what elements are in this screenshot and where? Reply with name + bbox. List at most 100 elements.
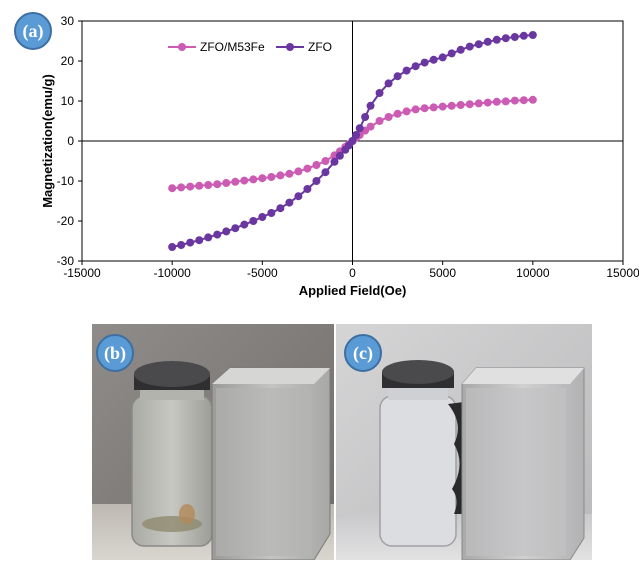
data-point bbox=[492, 35, 501, 44]
data-point bbox=[510, 96, 519, 105]
data-point bbox=[285, 169, 294, 178]
data-point bbox=[177, 183, 186, 192]
data-point bbox=[483, 98, 492, 107]
data-point bbox=[204, 233, 213, 242]
data-point bbox=[375, 117, 384, 125]
x-tick-label: -10000 bbox=[153, 266, 191, 280]
data-point bbox=[375, 89, 384, 97]
data-point bbox=[420, 104, 429, 113]
data-point bbox=[438, 53, 447, 62]
y-tick-label: -30 bbox=[57, 254, 75, 268]
data-point bbox=[402, 66, 411, 75]
data-point bbox=[411, 105, 420, 114]
data-point bbox=[204, 181, 213, 189]
data-point bbox=[186, 238, 195, 247]
data-point bbox=[294, 192, 303, 201]
data-point bbox=[267, 209, 276, 217]
data-point bbox=[393, 109, 402, 118]
data-point bbox=[501, 34, 510, 43]
x-tick-label: 10000 bbox=[516, 266, 550, 280]
data-point bbox=[519, 31, 528, 40]
data-point bbox=[258, 174, 267, 183]
data-point bbox=[456, 45, 465, 54]
data-point bbox=[429, 103, 438, 112]
x-axis-title: Applied Field(Oe) bbox=[299, 283, 407, 298]
data-point bbox=[474, 40, 483, 49]
panel-c-label: (c) bbox=[353, 342, 373, 363]
panel-c-badge: (c) bbox=[344, 334, 382, 372]
panel-b-label: (b) bbox=[104, 342, 126, 363]
data-point bbox=[393, 72, 402, 81]
data-point bbox=[510, 33, 519, 41]
data-point bbox=[384, 113, 393, 121]
hysteresis-plot: -15000 -10000 -5000 0 5000 10000 15000 -30 -20 -1… bbox=[40, 14, 639, 298]
data-point bbox=[501, 97, 510, 106]
data-point bbox=[276, 204, 285, 213]
data-point bbox=[474, 99, 483, 108]
data-point bbox=[355, 124, 364, 133]
x-tick-label: 15000 bbox=[606, 266, 639, 280]
data-point bbox=[231, 224, 240, 233]
panel-a-label: (a) bbox=[22, 20, 44, 41]
data-point bbox=[213, 180, 222, 189]
data-point bbox=[447, 101, 456, 110]
data-point bbox=[366, 101, 375, 110]
data-point bbox=[483, 37, 492, 46]
x-tick-label: 5000 bbox=[429, 266, 456, 280]
data-point bbox=[447, 49, 456, 58]
data-point bbox=[222, 179, 231, 187]
data-point bbox=[285, 198, 294, 207]
data-point bbox=[267, 173, 276, 181]
data-point bbox=[411, 62, 420, 71]
data-point bbox=[276, 171, 285, 180]
data-point bbox=[519, 96, 528, 105]
data-point bbox=[330, 157, 339, 166]
legend-marker bbox=[286, 43, 294, 51]
data-point bbox=[195, 236, 204, 245]
y-tick-label: -10 bbox=[57, 174, 75, 188]
data-point bbox=[258, 213, 267, 221]
data-point bbox=[312, 177, 321, 185]
data-point bbox=[492, 97, 501, 106]
data-point bbox=[348, 137, 357, 145]
panel-a-badge: (a) bbox=[14, 12, 52, 50]
data-point bbox=[240, 176, 249, 185]
data-point bbox=[240, 220, 249, 229]
data-point bbox=[195, 181, 204, 190]
panel-b-badge: (b) bbox=[96, 334, 134, 372]
data-point bbox=[213, 230, 222, 239]
data-point bbox=[384, 79, 393, 88]
data-point bbox=[177, 241, 186, 249]
data-point bbox=[186, 182, 195, 191]
data-point bbox=[249, 217, 258, 225]
legend-label: ZFO/M53Fe bbox=[200, 40, 265, 54]
data-point bbox=[168, 243, 177, 251]
data-point bbox=[402, 107, 411, 116]
data-point bbox=[312, 161, 321, 169]
data-point bbox=[294, 167, 303, 176]
legend-marker bbox=[178, 43, 186, 51]
data-point bbox=[528, 95, 537, 104]
photo-b-image bbox=[92, 324, 334, 560]
data-point bbox=[249, 175, 258, 184]
data-point bbox=[335, 151, 344, 160]
x-tick-label: -5000 bbox=[247, 266, 278, 280]
data-point bbox=[321, 157, 330, 165]
data-point bbox=[168, 184, 177, 193]
photo-b bbox=[92, 324, 334, 560]
data-point bbox=[231, 177, 240, 186]
x-tick-label: -15000 bbox=[63, 266, 101, 280]
legend-label: ZFO bbox=[308, 40, 332, 54]
y-axis-title: Magnetization(emu/g) bbox=[40, 74, 55, 208]
data-point bbox=[352, 131, 361, 139]
data-point bbox=[456, 101, 465, 109]
x-tick-label: 0 bbox=[349, 266, 356, 280]
data-point bbox=[366, 122, 375, 131]
data-point bbox=[465, 100, 474, 109]
data-point bbox=[361, 113, 370, 121]
data-point bbox=[321, 168, 330, 177]
data-point bbox=[438, 102, 447, 111]
y-tick-label: 30 bbox=[61, 14, 75, 28]
data-point bbox=[528, 31, 537, 39]
